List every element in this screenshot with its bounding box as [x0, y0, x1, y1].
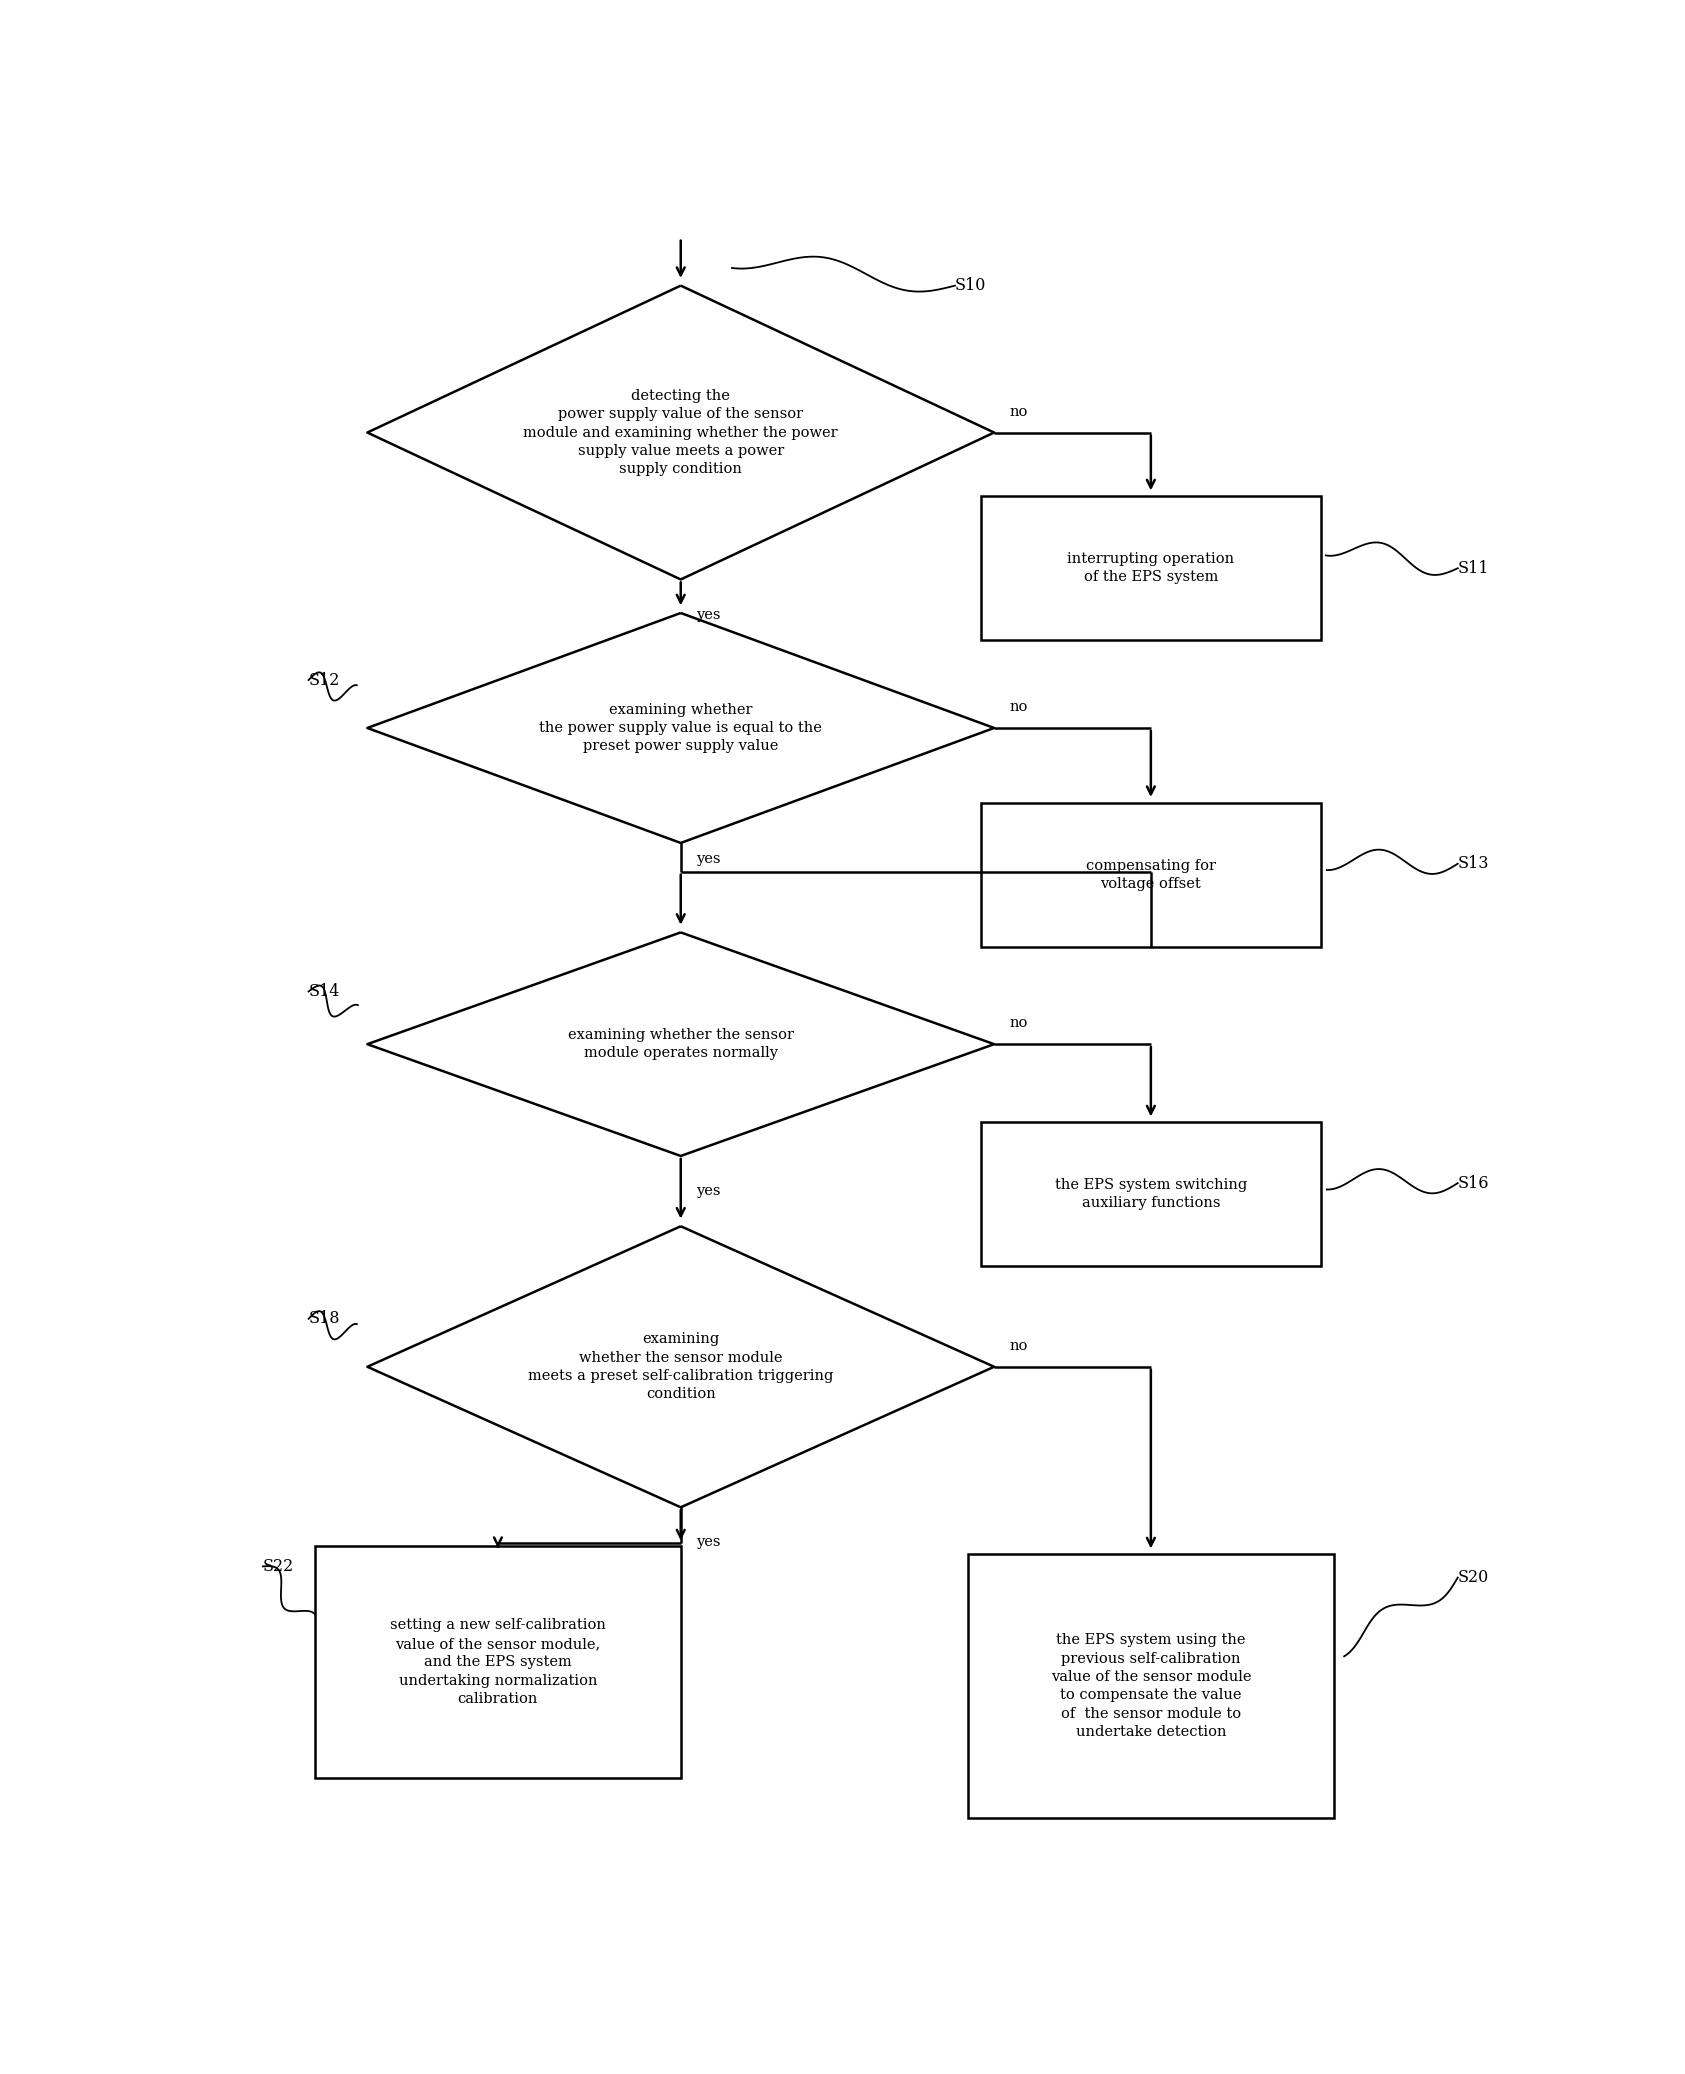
Text: yes: yes [696, 1535, 721, 1549]
Text: no: no [1009, 1016, 1028, 1031]
Text: S10: S10 [955, 278, 986, 295]
Text: examining whether the sensor
module operates normally: examining whether the sensor module oper… [568, 1029, 794, 1060]
Text: S22: S22 [263, 1558, 295, 1574]
Text: S14: S14 [308, 983, 340, 1000]
Text: S11: S11 [1458, 560, 1490, 577]
Bar [981, 1122, 1321, 1265]
Text: S20: S20 [1458, 1570, 1490, 1587]
Text: the EPS system switching
auxiliary functions: the EPS system switching auxiliary funct… [1055, 1178, 1247, 1211]
Text: yes: yes [696, 852, 721, 867]
Text: S12: S12 [308, 672, 340, 689]
Text: detecting the
power supply value of the sensor
module and examining whether the : detecting the power supply value of the … [524, 388, 837, 477]
Text: yes: yes [696, 1184, 721, 1199]
Bar [967, 1553, 1335, 1819]
Text: S18: S18 [308, 1311, 340, 1327]
Text: the EPS system using the
previous self-calibration
value of the sensor module
to: the EPS system using the previous self-c… [1051, 1632, 1250, 1740]
Text: setting a new self-calibration
value of the sensor module,
and the EPS system
un: setting a new self-calibration value of … [389, 1618, 607, 1707]
Text: no: no [1009, 404, 1028, 419]
Text: S13: S13 [1458, 854, 1490, 873]
Bar [981, 496, 1321, 641]
Text: examining whether
the power supply value is equal to the
preset power supply val: examining whether the power supply value… [539, 703, 822, 753]
Bar [981, 803, 1321, 946]
Text: no: no [1009, 1340, 1028, 1352]
Text: S16: S16 [1458, 1174, 1490, 1193]
Text: compensating for
voltage offset: compensating for voltage offset [1085, 859, 1217, 892]
Text: examining
whether the sensor module
meets a preset self-calibration triggering
c: examining whether the sensor module meet… [527, 1332, 834, 1402]
Bar [315, 1547, 681, 1777]
Text: interrupting operation
of the EPS system: interrupting operation of the EPS system [1067, 552, 1235, 585]
Text: yes: yes [696, 608, 721, 622]
Text: no: no [1009, 701, 1028, 713]
